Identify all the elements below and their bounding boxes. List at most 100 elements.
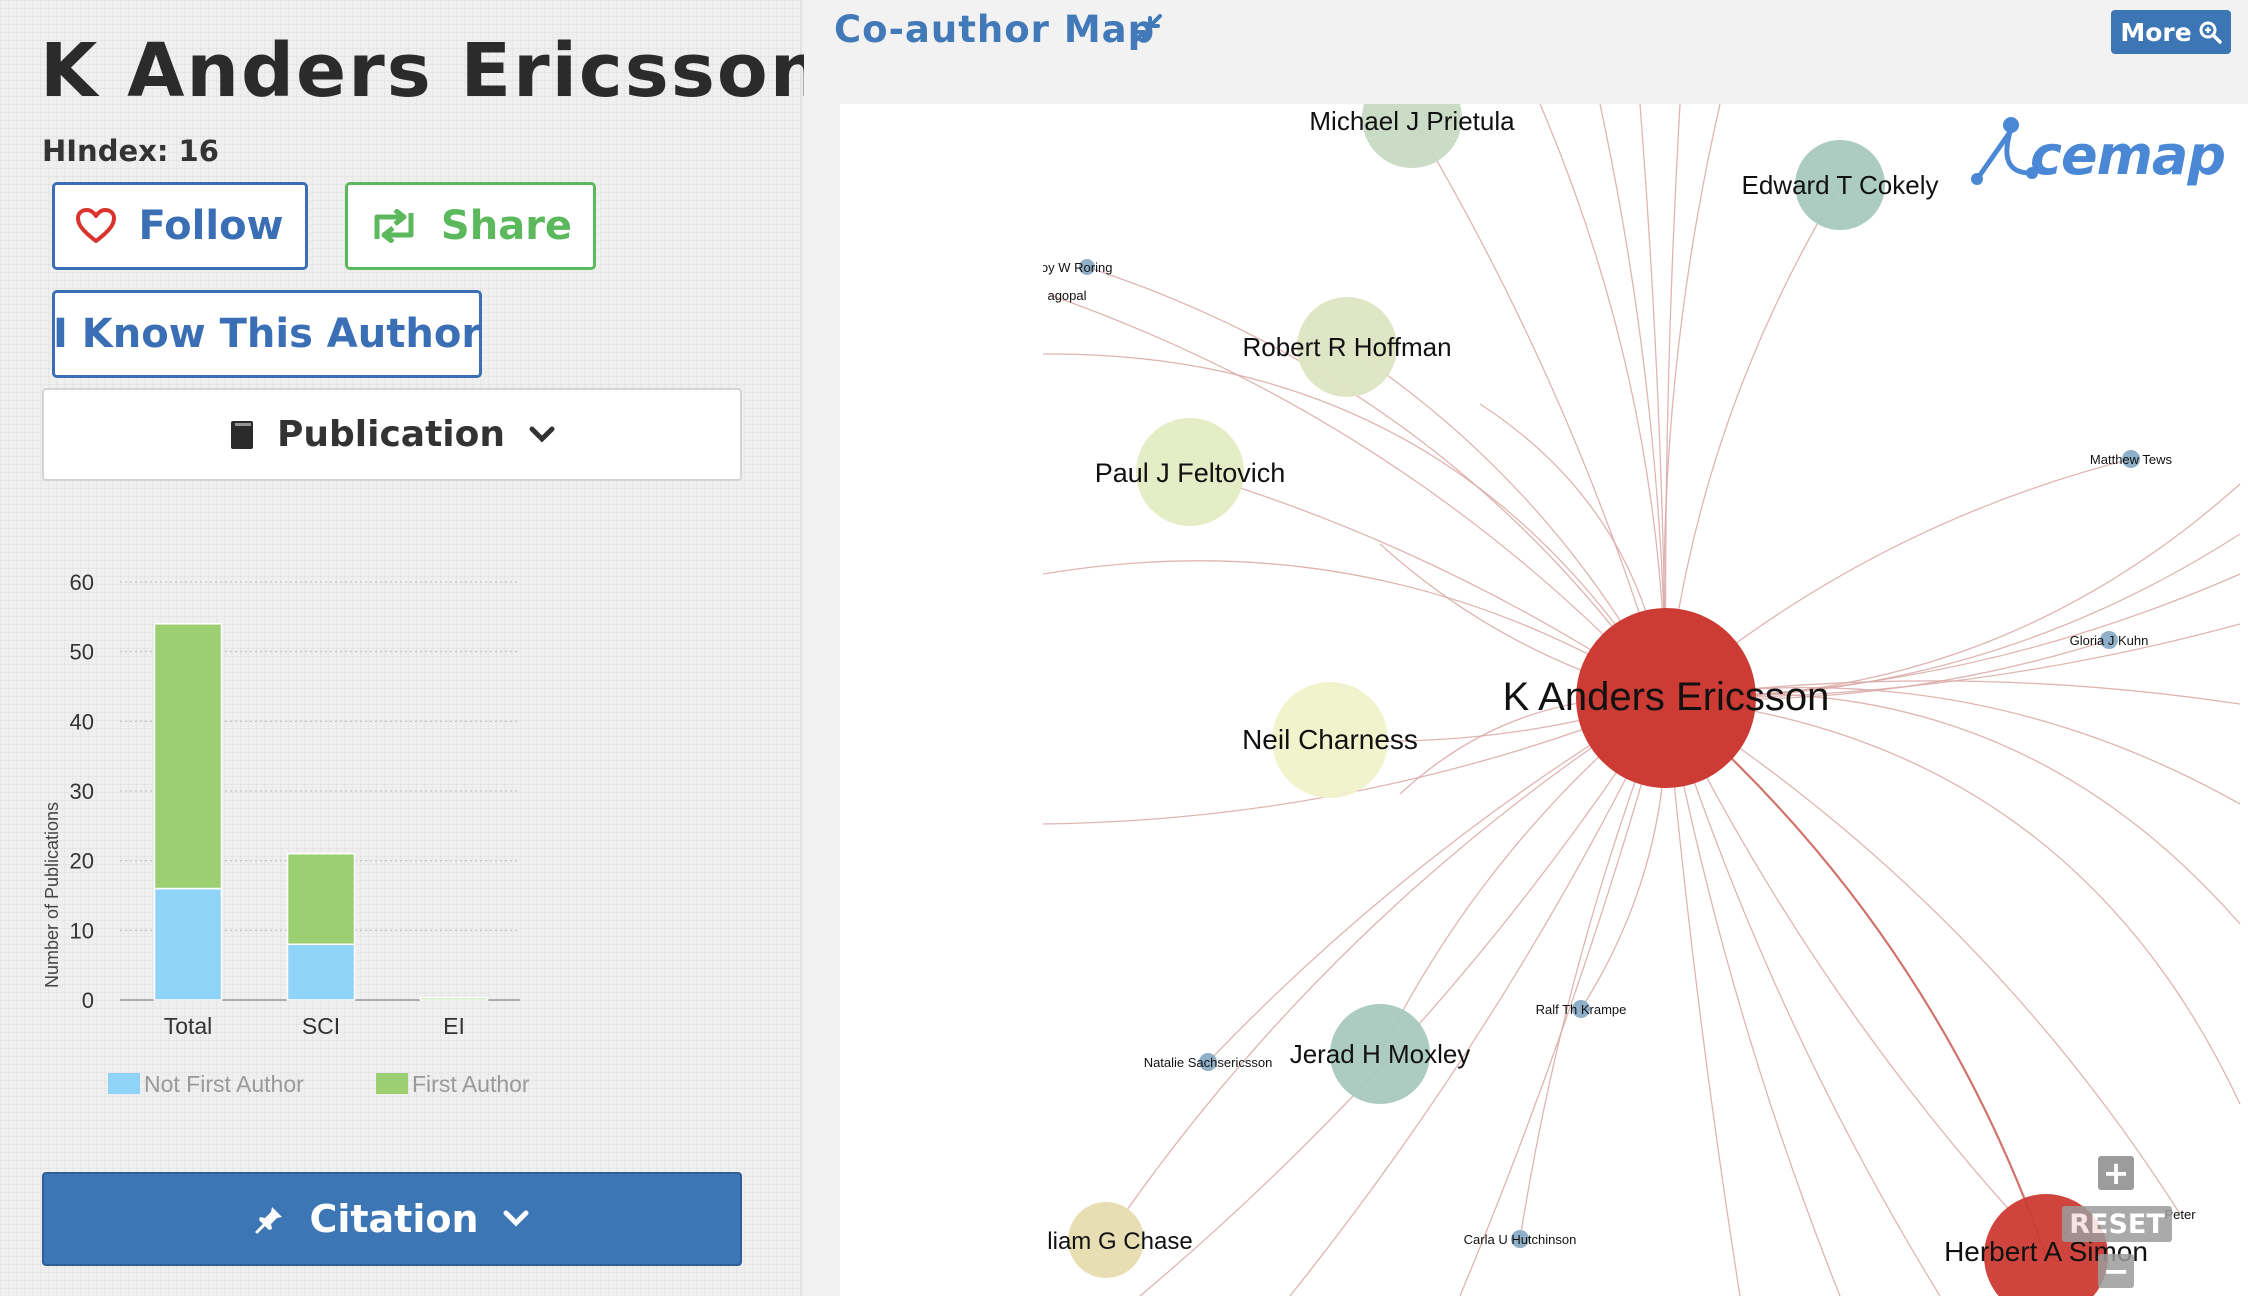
chart-y-tick-label: 30 (70, 779, 94, 804)
coauthor-edge (1289, 697, 1667, 1296)
coauthor-node[interactable] (1330, 1004, 1430, 1104)
publication-label: Publication (276, 414, 505, 455)
coauthor-edge (1665, 697, 2181, 1215)
coauthor-label[interactable]: Edward T Cokely (1741, 170, 1938, 200)
coauthor-edge (1665, 697, 1941, 1296)
heart-icon (76, 208, 117, 244)
coauthor-center-label[interactable]: K Anders Ericsson (1503, 675, 1830, 719)
coauthor-label[interactable]: liam G Chase (1047, 1228, 1192, 1255)
citation-label: Citation (309, 1197, 479, 1241)
coauthor-label[interactable]: Paul J Feltovich (1095, 458, 1286, 488)
chart-bar-sci-not-first-author[interactable] (286, 943, 356, 1001)
chart-y-tick-label: 20 (70, 849, 94, 874)
coauthor-node[interactable] (1199, 1053, 1217, 1071)
legend-swatch (108, 1073, 140, 1094)
coauthor-edge (1459, 697, 1667, 1296)
coauthor-edge (1043, 697, 1667, 825)
coauthor-label[interactable]: Natalie Sachsericsson (1144, 1055, 1273, 1070)
chevron-down-icon (503, 1210, 529, 1228)
pushpin-icon (255, 1204, 285, 1234)
coauthor-node[interactable] (1362, 104, 1462, 168)
chart-y-axis-label: Number of Publications (42, 802, 62, 988)
coauthor-labels: Michael J Prietula Edward T Cokely Robert … (1032, 106, 2196, 1267)
coauthor-edge (1665, 483, 2241, 699)
coauthor-label[interactable]: Robert R Hoffman (1242, 332, 1451, 362)
coauthor-label[interactable]: Peter (2164, 1207, 2196, 1222)
citation-toggle[interactable]: Citation (42, 1172, 742, 1266)
share-label: Share (440, 203, 573, 249)
coauthor-label[interactable]: Jerad H Moxley (1290, 1039, 1471, 1069)
chart-y-tick-label: 40 (70, 709, 94, 734)
legend-label[interactable]: First Author (412, 1071, 530, 1097)
chart-legend: Not First Author First Author (108, 1071, 530, 1097)
author-profile-panel: K Anders Ericsson HIndex: 16 Follow Shar… (0, 0, 822, 1296)
collapse-icon[interactable] (1130, 12, 1164, 50)
chart-y-ticks: 0 10 20 30 40 50 60 (70, 570, 94, 1013)
hindex-label: HIndex: 16 (42, 134, 219, 168)
more-button[interactable]: More (2111, 10, 2231, 54)
i-know-this-author-button[interactable]: I Know This Author (52, 290, 482, 378)
coauthor-edge (1043, 560, 1667, 699)
coauthor-node[interactable] (1297, 297, 1397, 397)
share-button[interactable]: Share (345, 182, 596, 270)
coauthor-network-graph: Michael J Prietula Edward T Cokely Robert … (1032, 104, 2241, 1296)
chart-x-ticks: Total SCI EI (164, 1013, 465, 1039)
follow-button[interactable]: Follow (52, 182, 308, 270)
coauthor-node[interactable] (1572, 1000, 1590, 1018)
coauthor-node[interactable] (1795, 140, 1885, 230)
coauthor-label[interactable]: Gloria J Kuhn (2070, 633, 2149, 648)
chart-bars (153, 623, 489, 1001)
retweet-icon (369, 209, 419, 243)
coauthor-node[interactable] (2100, 631, 2118, 649)
coauthor-label[interactable]: Roy W Roring (1032, 260, 1113, 275)
chart-y-tick-label: 60 (70, 570, 94, 595)
cemap-logo-mark (1971, 117, 2038, 185)
cemap-logo-text: cemap (2030, 124, 2225, 187)
coauthor-map-canvas[interactable]: Michael J Prietula Edward T Cokely Robert … (840, 104, 2248, 1296)
coauthor-node[interactable] (1272, 682, 1388, 798)
more-label: More (2120, 17, 2192, 47)
zoom-in-button[interactable]: + (2098, 1154, 2134, 1192)
coauthor-label[interactable]: Matthew Tews (2090, 452, 2173, 467)
legend-swatch (376, 1073, 408, 1094)
chevron-down-icon (529, 426, 555, 444)
coauthor-node[interactable] (1136, 418, 1244, 526)
chart-y-tick-label: 50 (70, 640, 94, 665)
coauthor-node-center[interactable] (1576, 608, 1756, 788)
coauthor-node[interactable] (1511, 1230, 1529, 1248)
coauthor-edge (1086, 266, 1667, 699)
chart-bar-sci-first-author[interactable] (286, 852, 356, 946)
coauthor-edge (1105, 697, 1667, 1241)
follow-label: Follow (138, 203, 284, 249)
chart-bar-ei-first-author[interactable] (419, 997, 489, 1001)
chart-bar-total-not-first-author[interactable] (153, 887, 223, 1001)
coauthor-edge (1665, 693, 2241, 925)
author-name: K Anders Ericsson (40, 28, 825, 114)
coauthor-edge (1049, 294, 1667, 699)
coauthor-edge (1665, 697, 2048, 1257)
zoom-search-icon (2198, 20, 2222, 44)
coauthor-label[interactable]: Carla U Hutchinson (1464, 1232, 1577, 1247)
chart-y-tick-label: 10 (70, 918, 94, 943)
coauthor-label[interactable]: Ralf Th Krampe (1536, 1002, 1627, 1017)
chart-y-tick-label: 0 (82, 988, 94, 1013)
coauthor-node[interactable] (1079, 259, 1095, 275)
coauthor-map-panel: Co-author Map More Michael J Prietula Edw… (804, 0, 2248, 1296)
coauthor-edge (1043, 353, 1667, 699)
coauthor-label[interactable]: Neil Charness (1242, 724, 1418, 755)
publication-toggle[interactable]: Publication (42, 388, 742, 481)
coauthor-label[interactable]: agopal (1047, 288, 1086, 303)
coauthor-edge (1665, 697, 1841, 1296)
reset-button[interactable]: RESET (2062, 1206, 2172, 1242)
legend-label[interactable]: Not First Author (144, 1071, 304, 1097)
coauthor-edge (1139, 697, 1667, 1296)
cemap-logo: cemap (1971, 117, 2226, 187)
zoom-out-button[interactable]: − (2098, 1252, 2134, 1290)
chart-x-tick-label: SCI (302, 1013, 340, 1039)
coauthor-node[interactable] (1068, 1202, 1144, 1278)
chart-x-tick-label: Total (164, 1013, 213, 1039)
coauthor-label[interactable]: Michael J Prietula (1309, 106, 1515, 136)
coauthor-edge (1411, 117, 1667, 699)
coauthor-node[interactable] (2122, 450, 2140, 468)
chart-bar-total-first-author[interactable] (153, 623, 223, 890)
